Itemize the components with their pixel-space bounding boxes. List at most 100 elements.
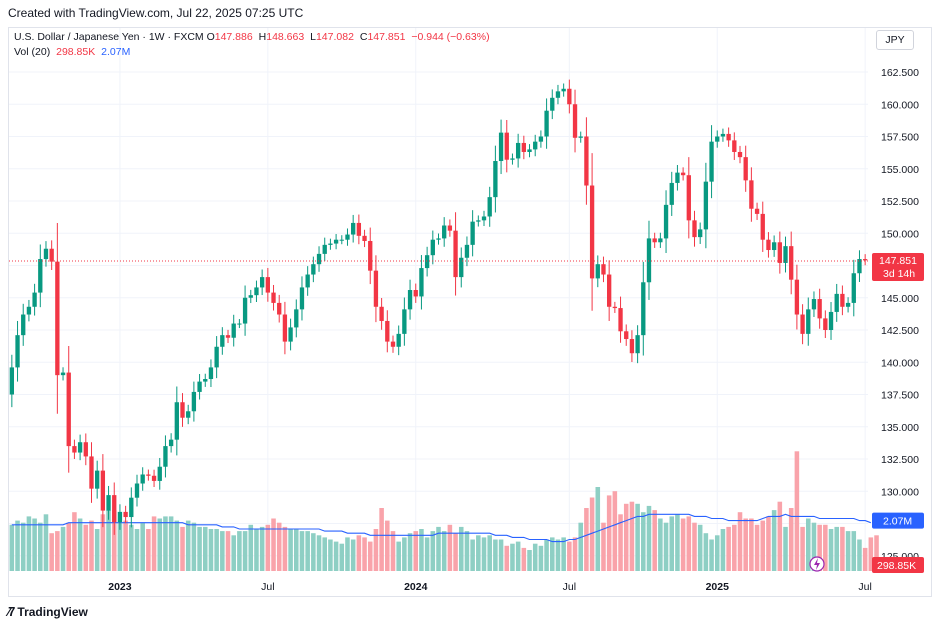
candle-body bbox=[373, 270, 379, 307]
candle-body bbox=[589, 185, 595, 279]
candle-body bbox=[231, 323, 236, 338]
volume-bar bbox=[322, 537, 328, 571]
volume-bar bbox=[754, 524, 760, 571]
volume-bar bbox=[840, 526, 845, 571]
volume-bar bbox=[367, 541, 373, 571]
volume-bar bbox=[766, 516, 771, 571]
volume-label[interactable]: Vol (20) bbox=[14, 46, 51, 58]
candle-body bbox=[242, 297, 248, 324]
volume-bar bbox=[441, 531, 447, 571]
volume-ma-line bbox=[11, 513, 871, 543]
candle-body bbox=[237, 323, 242, 325]
volume-bar bbox=[544, 539, 549, 571]
volume-bar bbox=[549, 537, 555, 571]
volume-bar bbox=[43, 514, 49, 571]
candle-body bbox=[823, 318, 828, 330]
volume-bar bbox=[749, 518, 754, 571]
volume-legend: Vol (20) 298.85K 2.07M bbox=[14, 46, 130, 58]
volume-bar bbox=[788, 508, 794, 571]
symbol-name[interactable]: U.S. Dollar / Japanese Yen · 1W · FXCM bbox=[14, 31, 204, 43]
time-tick-label: 2024 bbox=[404, 581, 428, 593]
time-tick-label: Jul bbox=[858, 581, 871, 593]
volume-bar bbox=[857, 539, 862, 571]
candle-body bbox=[766, 239, 771, 251]
volume-bar bbox=[214, 529, 219, 571]
candle-body bbox=[601, 264, 606, 275]
volume-bar bbox=[89, 520, 94, 571]
candle-body bbox=[629, 339, 635, 354]
chart-frame bbox=[8, 27, 932, 597]
candle-body bbox=[646, 238, 652, 283]
volume-bar bbox=[641, 512, 646, 571]
candle-body bbox=[481, 216, 487, 221]
volume-bar bbox=[202, 526, 208, 571]
candle-body bbox=[504, 132, 509, 160]
volume-bar bbox=[845, 531, 851, 571]
candle-body bbox=[294, 309, 299, 328]
volume-bar bbox=[140, 522, 145, 571]
volume-bar bbox=[111, 510, 117, 571]
volume-bar bbox=[862, 547, 868, 571]
volume-bar bbox=[504, 545, 510, 571]
candle-body bbox=[658, 238, 663, 243]
tradingview-logo[interactable]: ⁄7 TradingView bbox=[8, 604, 88, 619]
volume-ma-tag-text: 2.07M bbox=[883, 516, 912, 528]
price-tick-label: 145.000 bbox=[881, 293, 919, 305]
high-value: 148.663 bbox=[266, 31, 305, 43]
candle-body bbox=[436, 238, 441, 240]
volume-value: 298.85K bbox=[56, 46, 96, 58]
candle-body bbox=[151, 475, 157, 481]
volume-bar bbox=[208, 529, 214, 571]
candle-body bbox=[351, 222, 356, 235]
volume-bar bbox=[288, 529, 293, 571]
volume-ma-tag bbox=[872, 512, 924, 529]
volume-bar bbox=[305, 531, 310, 571]
time-tick-label: Jul bbox=[261, 581, 274, 593]
candle-body bbox=[515, 142, 521, 159]
volume-bar bbox=[823, 524, 828, 571]
candle-body bbox=[396, 333, 401, 347]
candle-body bbox=[134, 483, 140, 498]
volume-bar bbox=[163, 516, 168, 571]
volume-bar bbox=[555, 539, 561, 571]
currency-label[interactable]: JPY bbox=[876, 30, 914, 50]
price-tick-label: 155.000 bbox=[881, 164, 919, 176]
countdown-text: 3d 14h bbox=[883, 268, 915, 280]
price-tick-label: 150.000 bbox=[881, 228, 919, 240]
candle-body bbox=[845, 302, 851, 307]
volume-bar bbox=[686, 516, 692, 571]
candle-body bbox=[817, 299, 822, 319]
volume-bar bbox=[129, 524, 134, 571]
candle-body bbox=[834, 293, 839, 312]
candle-body bbox=[43, 248, 49, 260]
volume-bar bbox=[259, 526, 265, 571]
candle-body bbox=[424, 255, 430, 269]
volume-bar bbox=[242, 531, 248, 571]
volume-bar bbox=[663, 522, 669, 571]
candle-body bbox=[567, 88, 572, 105]
price-tick-label: 132.500 bbox=[881, 454, 919, 466]
candle-body bbox=[328, 243, 333, 245]
volume-bar bbox=[254, 529, 259, 571]
volume-bar bbox=[629, 501, 635, 571]
candle-body bbox=[168, 439, 174, 447]
volume-bar bbox=[356, 535, 362, 571]
open-label: O bbox=[206, 31, 215, 43]
volume-tag-text: 298.85K bbox=[877, 560, 916, 572]
volume-bar bbox=[817, 524, 822, 571]
candle-body bbox=[680, 172, 686, 176]
candle-body bbox=[652, 238, 657, 243]
low-label: L bbox=[310, 31, 316, 43]
open-value: 147.886 bbox=[214, 31, 253, 43]
candle-body bbox=[248, 295, 253, 298]
volume-bar bbox=[402, 537, 407, 571]
volume-bar bbox=[732, 524, 737, 571]
volume-bar bbox=[652, 510, 657, 571]
candle-body bbox=[703, 181, 709, 230]
change-value: −0.944 (−0.63%) bbox=[411, 31, 490, 43]
tradingview-logo-icon: ⁄7 bbox=[8, 604, 16, 619]
candle-body bbox=[635, 335, 640, 354]
volume-bar bbox=[282, 526, 288, 571]
candle-body bbox=[407, 290, 413, 310]
